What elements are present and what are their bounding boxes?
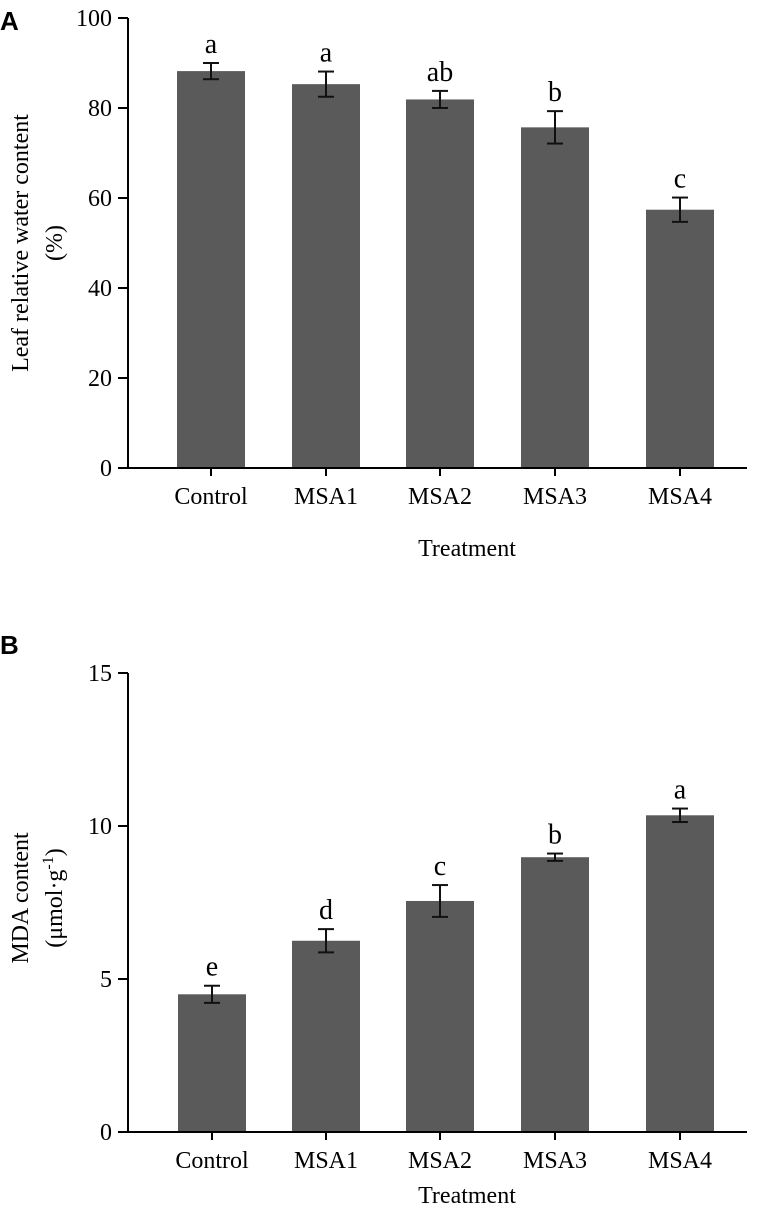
panel-b-bar-msa4 [646,815,714,1132]
panel-b-error-bar-msa3 [547,852,563,862]
panel-b-mda-content-chart: B e d c b a 0 5 10 15 Control MSA1 MSA2 MSA3 MSA4 MD… [0,630,747,1209]
panel-b-y-axis-title: MDA content [8,832,34,964]
panel-a-y-tick-label: 60 [88,186,112,212]
panel-b-category-label: Control [175,1148,249,1174]
panel-b-y-tick-label: 15 [88,661,112,687]
panel-a-significance-letter: b [548,77,562,108]
panel-b-y-tick-label: 5 [100,967,112,993]
panel-a-category-label: MSA1 [294,484,358,510]
panel-a-bar-msa2 [406,99,474,468]
panel-b-bar-msa1 [292,940,360,1132]
panel-b-significance-letter: b [548,820,562,851]
panel-b-significance-letter: d [319,895,333,926]
panel-b-significance-letter: e [206,952,218,983]
panel-b-bar-control [178,994,246,1132]
panel-a-category-label: MSA4 [648,484,712,510]
panel-b-error-bar-control [204,984,220,1004]
panel-b-error-bar-msa2 [432,884,448,918]
panel-a-error-bar-msa1 [318,70,334,98]
panel-a-category-label: MSA2 [408,484,472,510]
panel-b-error-bar-msa1 [318,928,334,954]
panel-a-error-bar-msa3 [547,110,563,145]
panel-a-y-tick-label: 0 [100,456,112,482]
panel-a-bar-msa1 [292,84,360,469]
panel-a-category-label: Control [174,484,248,510]
panel-b-significance-letter: a [674,775,687,806]
panel-b-category-label: MSA4 [648,1148,712,1174]
panel-b-category-label: MSA1 [294,1148,358,1174]
panel-a-bar-msa3 [521,127,589,468]
panel-b-y-tick-label: 10 [88,814,112,840]
panel-b-error-bar-msa4 [672,807,688,824]
panel-a-y-tick-label: 100 [76,6,112,32]
panel-b-label: B [0,630,19,660]
panel-a-bar-msa4 [646,209,714,468]
panel-a-y-tick-label: 40 [88,276,112,302]
panel-b-category-label: MSA3 [523,1148,587,1174]
panel-a-significance-letter: a [205,29,218,60]
panel-b-significance-letter: c [434,851,446,882]
panel-a-y-tick-label: 80 [88,96,112,122]
panel-a-error-bar-control [203,62,219,81]
panel-a-y-tick-label: 20 [88,366,112,392]
panel-a-bar-control [177,71,245,468]
panel-a-x-axis-title: Treatment [418,536,516,562]
panel-a-leaf-rwc-chart: A a a ab b c 0 20 40 60 80 100 Control MSA1 MSA2 MSA3… [0,6,747,562]
panel-a-significance-letter: ab [427,57,453,88]
panel-b-bar-msa3 [521,857,589,1132]
panel-b-category-label: MSA2 [408,1148,472,1174]
panel-b-bar-msa2 [406,900,474,1132]
panel-b-x-axis-title: Treatment [418,1183,516,1209]
panel-a-significance-letter: a [320,38,333,69]
panel-a-label: A [0,6,19,36]
panel-b-y-tick-label: 0 [100,1120,112,1146]
panel-a-error-bar-msa2 [432,89,448,109]
panel-a-y-axis-unit: (%) [42,225,68,261]
panel-b-y-axis-unit: (μmol·g-1) [40,848,68,948]
panel-a-error-bar-msa4 [672,196,688,223]
panel-a-y-axis-title: Leaf relative water content [8,114,34,372]
panel-a-significance-letter: c [674,164,686,195]
panel-a-category-label: MSA3 [523,484,587,510]
